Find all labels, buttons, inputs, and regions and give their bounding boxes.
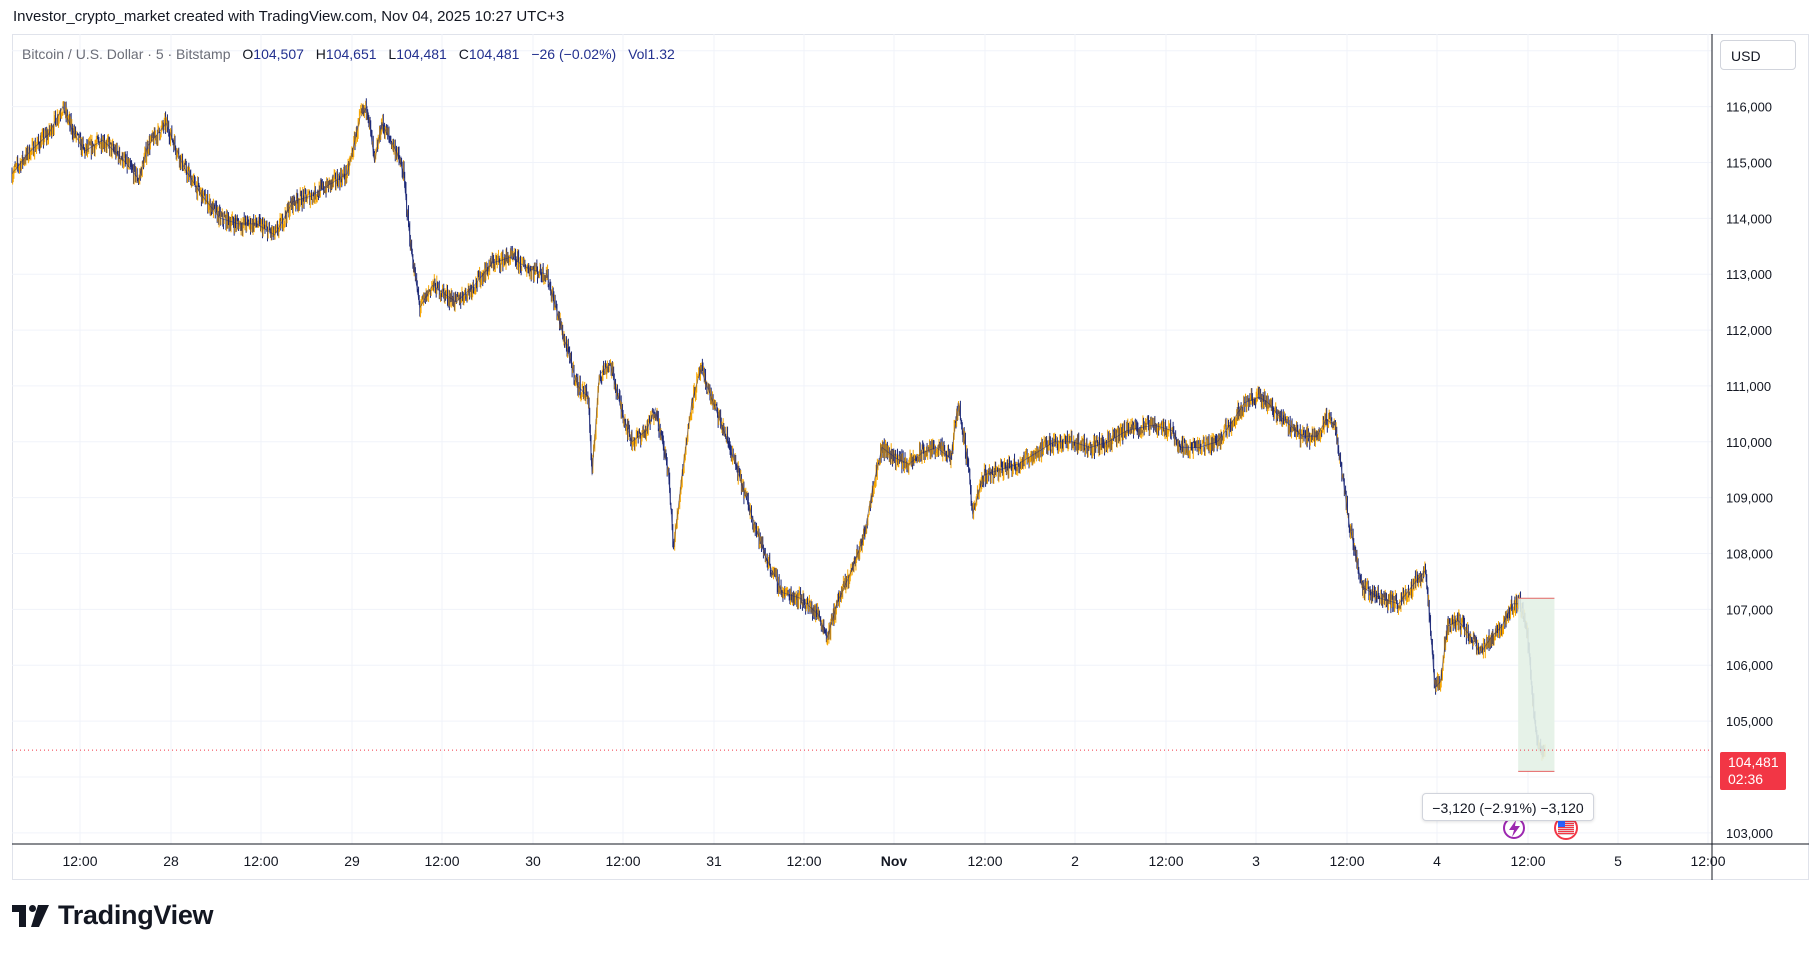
x-tick-label: 31 bbox=[706, 853, 722, 869]
open-label: O bbox=[242, 46, 254, 62]
bolt-glyph bbox=[1509, 820, 1520, 837]
high-label: H bbox=[315, 46, 326, 62]
low-value: 104,481 bbox=[396, 46, 447, 62]
measure-range-box bbox=[1518, 598, 1555, 772]
x-tick-label: 29 bbox=[344, 853, 360, 869]
x-tick-label: 12:00 bbox=[424, 853, 459, 869]
chart-caption: Investor_crypto_market created with Trad… bbox=[13, 8, 565, 25]
x-tick-label: 30 bbox=[525, 853, 541, 869]
axes: 103,000104,000105,000106,000107,000108,0… bbox=[12, 34, 1809, 880]
open-value: 104,507 bbox=[253, 46, 304, 62]
x-tick-label: Nov bbox=[881, 853, 908, 869]
x-tick-label: 12:00 bbox=[605, 853, 640, 869]
chart-frame bbox=[12, 34, 1809, 880]
x-tick-label: 12:00 bbox=[62, 853, 97, 869]
close-label: C bbox=[458, 46, 469, 62]
y-tick-label: 108,000 bbox=[1726, 547, 1773, 562]
grid-lines bbox=[12, 34, 1712, 844]
flag-stripe bbox=[1558, 833, 1574, 835]
x-tick-label: 12:00 bbox=[786, 853, 821, 869]
high-value: 104,651 bbox=[325, 46, 377, 62]
flag-stripe bbox=[1558, 821, 1574, 823]
x-tick-label: 12:00 bbox=[1690, 853, 1725, 869]
last-price-value: 104,481 bbox=[1728, 754, 1779, 770]
y-tick-label: 115,000 bbox=[1726, 155, 1772, 170]
flag-stripe bbox=[1558, 831, 1574, 833]
y-tick-label: 103,000 bbox=[1726, 826, 1773, 841]
x-tick-label: 12:00 bbox=[1148, 853, 1183, 869]
volume-label: Vol bbox=[628, 46, 648, 62]
low-label: L bbox=[388, 46, 397, 62]
flag-stripe bbox=[1558, 823, 1574, 825]
y-tick-label: 110,000 bbox=[1726, 435, 1772, 450]
x-tick-label: 5 bbox=[1614, 853, 1622, 869]
x-tick-label: 12:00 bbox=[1510, 853, 1545, 869]
close-value: 104,481 bbox=[468, 46, 520, 62]
y-tick-label: 105,000 bbox=[1726, 714, 1773, 729]
symbol-legend[interactable]: Bitcoin / U.S. Dollar · 5 · Bitstamp O10… bbox=[22, 46, 675, 62]
bar-countdown: 02:36 bbox=[1728, 771, 1764, 787]
x-tick-label: 4 bbox=[1433, 853, 1441, 869]
x-tick-label: 12:00 bbox=[967, 853, 1002, 869]
flag-canton bbox=[1558, 821, 1565, 827]
y-tick-label: 111,000 bbox=[1726, 379, 1771, 394]
symbol-title[interactable]: Bitcoin / U.S. Dollar · 5 · Bitstamp bbox=[22, 46, 231, 62]
flag-stripe bbox=[1558, 829, 1574, 831]
volume-number: 1.32 bbox=[647, 46, 675, 62]
y-tick-label: 114,000 bbox=[1726, 211, 1772, 226]
tradingview-logo[interactable]: TradingView bbox=[12, 900, 214, 931]
y-tick-label: 116,000 bbox=[1726, 100, 1772, 115]
y-tick-label: 112,000 bbox=[1726, 323, 1772, 338]
x-tick-label: 12:00 bbox=[243, 853, 278, 869]
tradingview-logo-text: TradingView bbox=[58, 900, 214, 930]
x-tick-label: 2 bbox=[1071, 853, 1079, 869]
overlays bbox=[12, 597, 1712, 840]
volume-value: Vol1.32 bbox=[628, 46, 675, 62]
price-series-line bbox=[11, 105, 1546, 751]
currency-button[interactable]: USD bbox=[1720, 40, 1796, 70]
flag-stripe bbox=[1558, 825, 1574, 827]
y-tick-label: 107,000 bbox=[1726, 602, 1773, 617]
plot-area bbox=[11, 98, 1546, 761]
tradingview-logo-icon bbox=[12, 904, 49, 927]
change-value: −26 (−0.02%) bbox=[531, 46, 617, 62]
x-tick-label: 28 bbox=[163, 853, 179, 869]
flag-stripe bbox=[1558, 827, 1574, 829]
measure-label[interactable]: −3,120 (−2.91%) −3,120 bbox=[1422, 793, 1594, 821]
x-tick-label: 12:00 bbox=[1329, 853, 1364, 869]
y-tick-label: 106,000 bbox=[1726, 658, 1773, 673]
y-tick-label: 109,000 bbox=[1726, 491, 1773, 506]
x-tick-label: 3 bbox=[1252, 853, 1260, 869]
last-price-tag: 104,481 02:36 bbox=[1720, 752, 1786, 790]
y-tick-label: 113,000 bbox=[1726, 267, 1772, 282]
